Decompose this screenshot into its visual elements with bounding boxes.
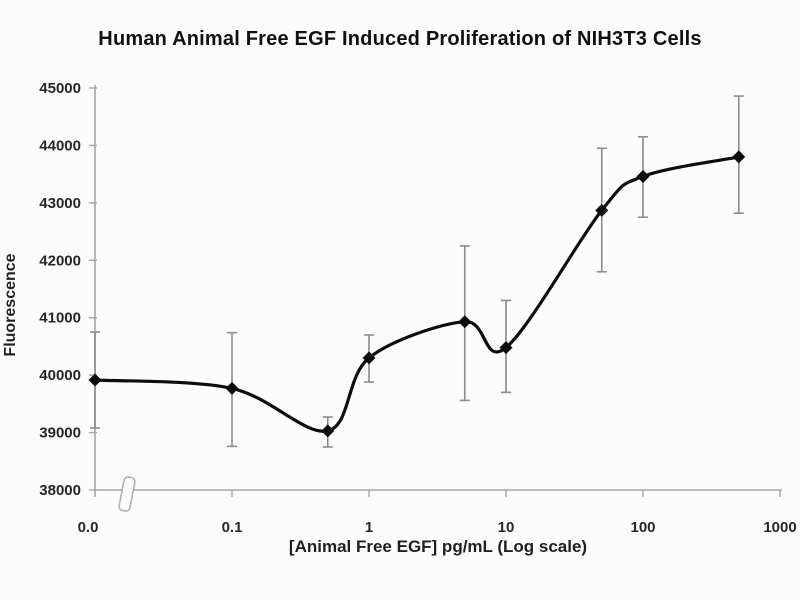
- data-point-marker: [362, 351, 376, 365]
- data-point-marker: [88, 373, 102, 387]
- y-tick-label: 45000: [39, 80, 81, 97]
- y-tick-label: 44000: [39, 137, 81, 154]
- data-point-marker: [595, 203, 609, 217]
- y-tick-label: 38000: [39, 482, 81, 499]
- data-point-marker: [225, 381, 239, 395]
- x-tick-label: 0.0: [78, 519, 99, 536]
- x-tick-label: 100: [630, 519, 655, 536]
- y-tick-label: 39000: [39, 425, 81, 442]
- x-tick-label: 1: [365, 519, 373, 536]
- x-tick-label: 10: [498, 519, 515, 536]
- chart-title: Human Animal Free EGF Induced Proliferat…: [98, 28, 702, 50]
- data-point-marker: [732, 150, 746, 164]
- data-point-marker: [458, 315, 472, 329]
- y-tick-label: 41000: [39, 310, 81, 327]
- x-axis-title: [Animal Free EGF] pg/mL (Log scale): [288, 537, 588, 556]
- y-tick-label: 43000: [39, 195, 81, 212]
- y-tick-label: 42000: [39, 252, 81, 269]
- data-point-marker: [499, 341, 513, 355]
- data-point-marker: [321, 424, 335, 438]
- x-tick-label: 1000: [763, 519, 796, 536]
- axis-break-icon: [118, 476, 136, 512]
- data-point-marker: [636, 169, 650, 183]
- y-tick-label: 40000: [39, 367, 81, 384]
- x-tick-label: 0.1: [222, 519, 243, 536]
